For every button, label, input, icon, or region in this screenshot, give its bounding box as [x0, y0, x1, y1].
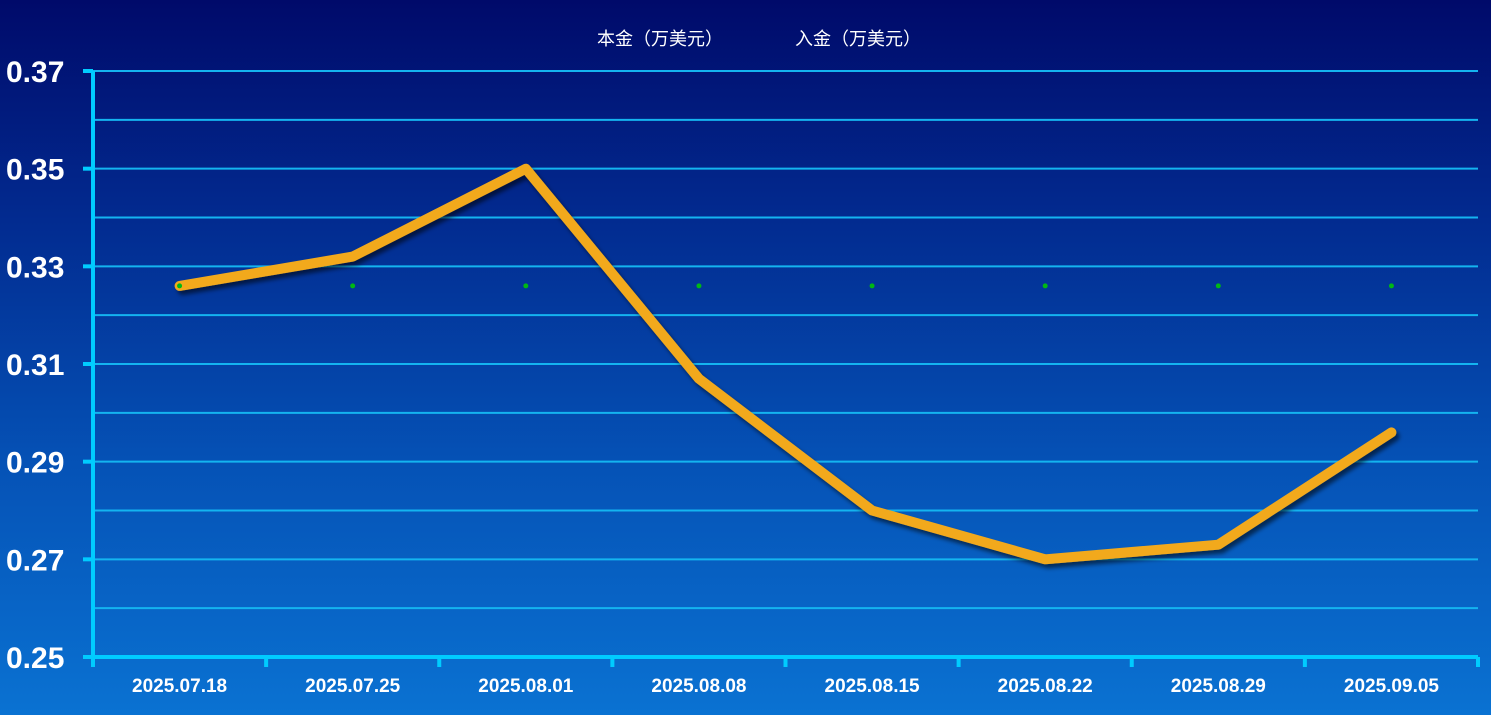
series-point: [1388, 429, 1394, 435]
x-tick-label: 2025.08.29: [1171, 676, 1266, 697]
series-point: [869, 508, 875, 513]
series-point: [1215, 542, 1221, 548]
chart-series: [174, 163, 1397, 565]
series-line-1: [174, 163, 1397, 565]
series-point: [1388, 283, 1394, 289]
grid-lines: [93, 70, 1478, 658]
x-tick-label: 2025.08.08: [651, 676, 746, 697]
series-point: [696, 376, 702, 382]
y-tick-label: 0.33: [6, 251, 64, 284]
x-tick-label: 2025.07.18: [132, 676, 227, 697]
x-tick-label: 2025.08.01: [478, 676, 574, 697]
series-point: [1215, 283, 1221, 289]
legend-label: 本金（万美元）: [597, 29, 723, 50]
y-tick-label: 0.37: [6, 56, 64, 89]
series-point: [869, 283, 875, 289]
series-point: [350, 254, 356, 260]
series-point: [1042, 283, 1048, 289]
series-point: [523, 166, 529, 172]
y-tick-label: 0.27: [6, 544, 64, 577]
y-tick-label: 0.29: [6, 447, 64, 480]
x-tick-label: 2025.08.22: [998, 676, 1093, 697]
x-tick-label: 2025.09.05: [1344, 676, 1440, 697]
x-axis-ticks: 2025.07.18 2025.07.25 2025.08.01 2025.08.08…: [91, 657, 1480, 697]
series-point: [696, 283, 702, 289]
y-axis-ticks: 0.25 0.27 0.29 0.31 0.33 0.35 0.37: [6, 56, 93, 675]
x-tick-label: 2025.08.15: [825, 676, 921, 697]
series-point: [177, 283, 183, 289]
series-point: [350, 283, 356, 289]
series-point: [1042, 556, 1048, 562]
chart-legend: 本金（万美元） 入金（万美元）: [556, 29, 921, 50]
y-tick-label: 0.35: [6, 154, 64, 187]
y-tick-label: 0.25: [6, 642, 64, 675]
y-tick-label: 0.31: [6, 349, 64, 382]
legend-label: 入金（万美元）: [795, 29, 921, 50]
series-point: [523, 283, 529, 289]
x-tick-label: 2025.07.25: [305, 676, 401, 697]
